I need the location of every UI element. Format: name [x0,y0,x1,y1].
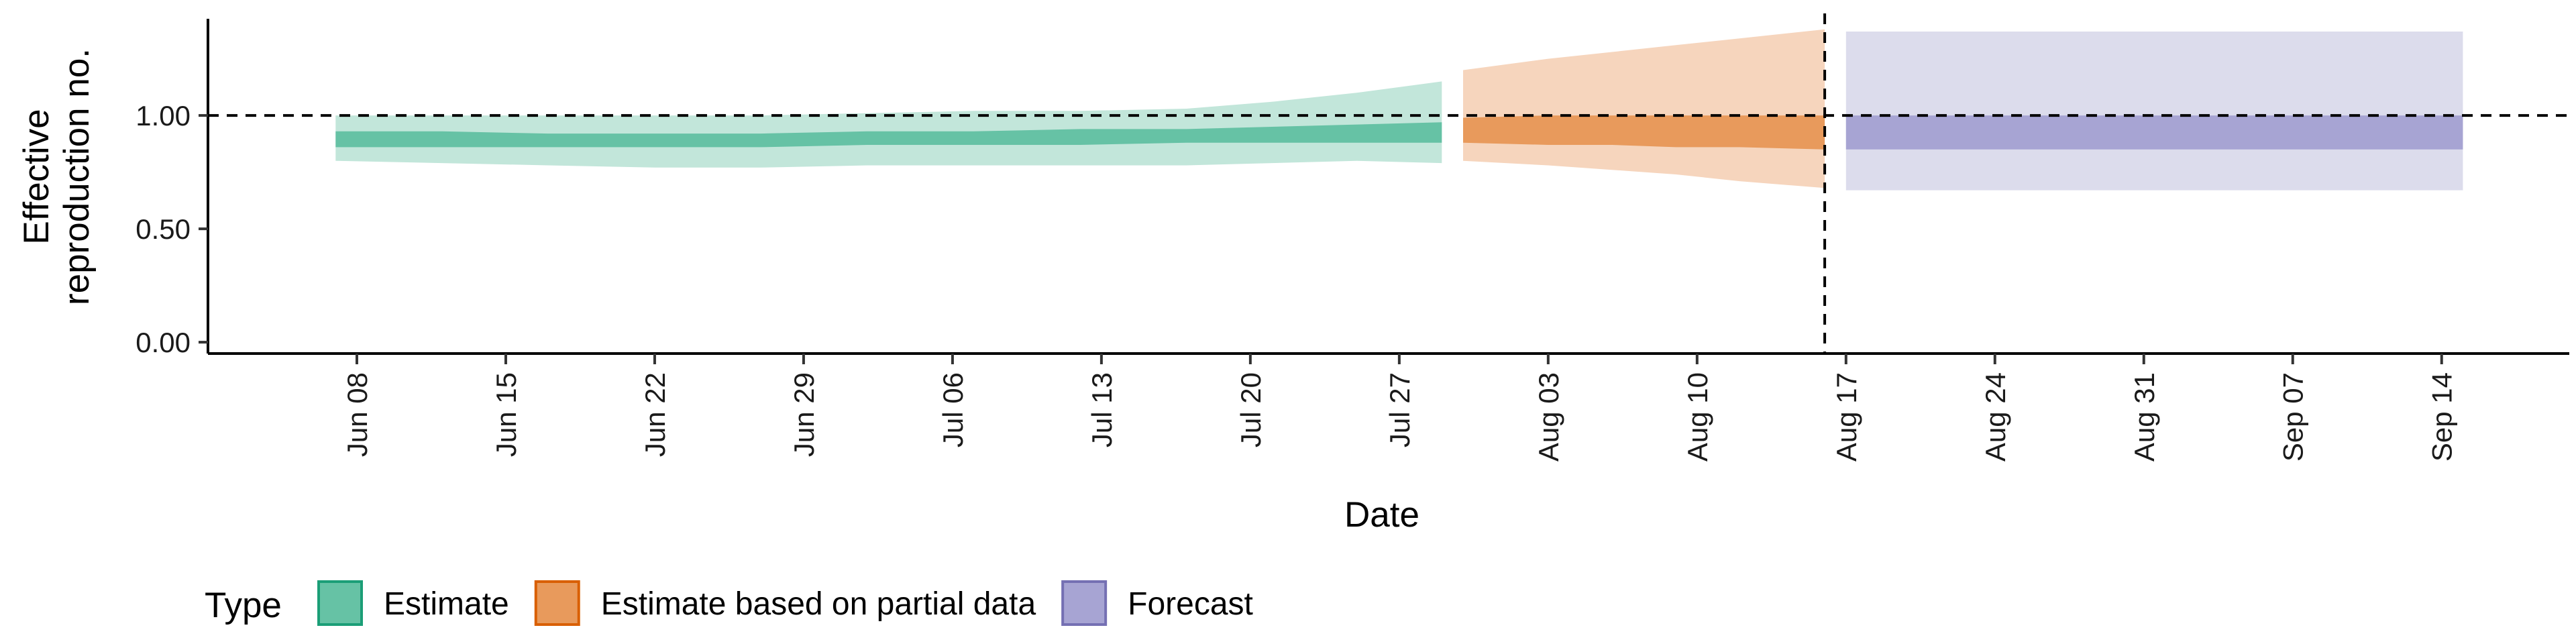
legend-swatch [534,580,580,626]
legend-swatch [1061,580,1108,626]
y-axis-title-line: Effective [17,109,56,244]
band-outer-estimate-based-on-partial-data [1463,29,1825,189]
band-inner-estimate-based-on-partial-data [1463,115,1825,150]
x-tick-label: Jul 06 [937,372,969,447]
x-tick-label: Jul 27 [1384,372,1415,447]
y-tick-label: 1.00 [136,100,191,131]
band-inner-forecast [1845,115,2463,150]
band-outer-forecast [1845,32,2463,191]
legend-label: Estimate based on partial data [601,586,1036,622]
x-tick-label: Aug 03 [1533,372,1564,462]
band-outer-estimate [335,81,1442,168]
reference-lines [208,13,2569,354]
band-inner-estimate [335,122,1442,148]
y-tick-labels: 0.00 0.50 1.00 [136,100,191,358]
x-tick-labels: Jun 08 Jun 15 Jun 22 Jun 29 Jul 06 Jul 13 Jul … [341,372,2458,462]
y-tick-label: 0.50 [136,213,191,245]
x-tick-label: Jul 20 [1235,372,1267,447]
x-tick-label: Jun 08 [341,372,373,457]
legend-label: Estimate [384,586,509,622]
x-tick-label: Aug 31 [2129,372,2160,462]
x-tick-label: Sep 07 [2277,372,2309,462]
legend-label: Forecast [1128,586,1253,622]
legend: Type Estimate Estimate based on partial d… [205,580,1253,626]
y-axis-title: Effective reproduction no. [17,48,97,305]
axes [199,19,2569,364]
x-tick-label: Sep 14 [2426,372,2458,462]
y-axis-title-line: reproduction no. [57,48,97,305]
x-tick-label: Aug 24 [1980,372,2011,462]
x-tick-label: Jun 29 [788,372,820,457]
x-axis-title: Date [1344,495,1419,535]
series-bands [335,29,2463,191]
y-tick-label: 0.00 [136,327,191,358]
x-tick-label: Aug 10 [1682,372,1713,462]
x-tick-label: Aug 17 [1831,372,1862,462]
legend-title: Type [205,586,282,625]
x-tick-label: Jul 13 [1086,372,1118,447]
x-tick-label: Jun 15 [490,372,522,457]
legend-swatch [317,580,363,626]
x-tick-label: Jun 22 [639,372,671,457]
